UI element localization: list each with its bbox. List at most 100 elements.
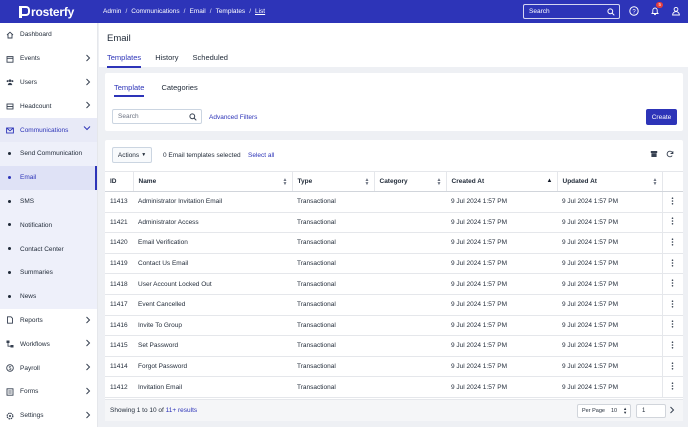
select-all-link[interactable]: Select all <box>248 152 275 159</box>
sidebar-item-headcount[interactable]: Headcount <box>0 94 97 118</box>
table-row[interactable]: 11412 Invitation Email Transactional 9 Jul … <box>105 376 683 398</box>
cell-type: Transactional <box>292 294 374 316</box>
sidebar-subitem-news[interactable]: News <box>0 284 97 309</box>
sidebar-item-settings[interactable]: Settings <box>0 404 97 427</box>
breadcrumb-communications[interactable]: Communications <box>131 8 180 15</box>
tab-scheduled[interactable]: Scheduled <box>192 53 228 62</box>
sidebar-item-payroll[interactable]: $ Payroll <box>0 356 97 380</box>
cell-created-at: 9 Jul 2024 1:57 PM <box>446 335 557 357</box>
logo[interactable]: rosterfy <box>19 5 103 19</box>
cell-name: Event Cancelled <box>133 294 292 316</box>
sort-icon[interactable]: ▲ ▼ <box>282 177 288 187</box>
breadcrumb-list[interactable]: List <box>255 8 266 15</box>
cell-created-at: 9 Jul 2024 1:57 PM <box>446 253 557 275</box>
column-header-category[interactable]: Category ▲ ▼ <box>374 171 447 192</box>
table-footer: Showing 1 to 10 of 11+ results Per Page … <box>105 399 683 421</box>
per-page-value: 10 <box>610 408 618 414</box>
row-menu-icon[interactable] <box>661 253 683 275</box>
table-row[interactable]: 11417 Event Cancelled Transactional 9 Jul 2… <box>105 294 683 316</box>
search-icon[interactable] <box>607 8 615 18</box>
sidebar-item-users[interactable]: Users <box>0 71 97 95</box>
sort-ascending-icon[interactable]: ▲ <box>546 178 553 184</box>
sidebar-subitem-notification[interactable]: Notification <box>0 213 97 238</box>
cell-id: 11420 <box>105 232 133 254</box>
row-menu-icon[interactable] <box>661 356 683 378</box>
column-header-type[interactable]: Type ▲ ▼ <box>292 171 375 192</box>
global-search-input[interactable]: Search <box>523 4 620 19</box>
subtab-categories[interactable]: Categories <box>161 83 198 92</box>
cell-name: User Account Locked Out <box>133 273 292 295</box>
column-header-name[interactable]: Name ▲ ▼ <box>133 171 293 192</box>
sort-icon[interactable]: ▲ ▼ <box>364 177 370 187</box>
template-search-input[interactable]: Search <box>112 109 202 124</box>
sidebar-item-workflows[interactable]: Workflows <box>0 332 97 356</box>
create-button[interactable]: Create <box>646 109 677 125</box>
subtab-template[interactable]: Template <box>114 83 145 97</box>
sidebar-item-dashboard[interactable]: Dashboard <box>0 23 97 47</box>
tab-history[interactable]: History <box>155 53 179 62</box>
breadcrumb-templates[interactable]: Templates <box>215 8 246 15</box>
table-row[interactable]: 11414 Forgot Password Transactional 9 Jul 2… <box>105 356 683 378</box>
table-row[interactable]: 11420 Email Verification Transactional 9 Ju… <box>105 232 683 254</box>
row-menu-icon[interactable] <box>661 191 683 213</box>
sidebar-subitem-contact-center[interactable]: Contact Center <box>0 237 97 261</box>
sidebar-item-reports[interactable]: Reports <box>0 309 97 333</box>
archive-icon[interactable] <box>650 150 658 160</box>
bell-icon[interactable]: 5 <box>649 2 663 17</box>
sort-icon[interactable]: ▲ ▼ <box>652 177 658 187</box>
cell-category <box>374 232 446 254</box>
row-menu-icon[interactable] <box>661 376 683 398</box>
sidebar-item-events[interactable]: Events <box>0 47 97 71</box>
table-row[interactable]: 11413 Administrator Invitation Email Trans… <box>105 191 683 213</box>
next-page-icon[interactable] <box>669 406 675 416</box>
row-menu-icon[interactable] <box>661 294 683 316</box>
row-menu-icon[interactable] <box>661 232 683 254</box>
cell-created-at: 9 Jul 2024 1:57 PM <box>446 191 557 213</box>
cell-category <box>374 294 446 316</box>
cell-created-at: 9 Jul 2024 1:57 PM <box>446 212 557 234</box>
sidebar-subitem-sms[interactable]: SMS <box>0 189 97 214</box>
sidebar-item-label: Communications <box>20 126 69 134</box>
table-row[interactable]: 11418 User Account Locked Out Transactiona… <box>105 273 683 295</box>
sidebar-subitem-send-communication[interactable]: Send Communication <box>0 141 97 166</box>
cell-name: Invitation Email <box>133 376 292 398</box>
column-header-updated-at[interactable]: Updated At ▲ ▼ <box>557 171 663 192</box>
breadcrumb-separator: / <box>209 8 212 15</box>
page-number-input[interactable]: 1 <box>636 404 666 418</box>
results-count-link[interactable]: 11+ results <box>165 407 198 414</box>
sidebar-item-forms[interactable]: Forms <box>0 380 97 404</box>
cell-name: Administrator Access <box>133 212 292 234</box>
cell-category <box>374 273 446 295</box>
advanced-filters-link[interactable]: Advanced Filters <box>209 114 258 121</box>
sort-icon[interactable]: ▲ ▼ <box>436 177 442 187</box>
user-icon[interactable] <box>670 5 682 17</box>
users-icon <box>6 78 14 86</box>
cell-type: Transactional <box>292 253 374 275</box>
breadcrumb-admin[interactable]: Admin <box>103 8 122 15</box>
cell-name: Set Password <box>133 335 292 357</box>
tab-templates[interactable]: Templates <box>107 53 142 68</box>
table-row[interactable]: 11416 Invite To Group Transactional 9 Jul 2… <box>105 315 683 337</box>
per-page-select[interactable]: Per Page 10 ▲ ▼ <box>577 404 631 418</box>
sidebar-subitem-email[interactable]: Email <box>0 165 97 190</box>
row-menu-icon[interactable] <box>661 212 683 234</box>
sidebar-subitem-summaries[interactable]: Summaries <box>0 260 97 285</box>
actions-dropdown-button[interactable]: Actions ▼ <box>112 147 152 163</box>
breadcrumb-email[interactable]: Email <box>189 8 206 15</box>
chevron-right-icon <box>85 411 91 421</box>
column-header-id[interactable]: ID <box>105 171 134 192</box>
table-row[interactable]: 11421 Administrator Access Transactional 9 … <box>105 212 683 234</box>
caret-down-icon: ▼ <box>141 152 147 158</box>
table-row[interactable]: 11415 Set Password Transactional 9 Jul 2024… <box>105 335 683 357</box>
table-row[interactable]: 11419 Contact Us Email Transactional 9 Jul … <box>105 253 683 275</box>
row-menu-icon[interactable] <box>661 315 683 337</box>
search-icon[interactable] <box>189 113 197 123</box>
help-icon[interactable]: ? <box>628 5 640 17</box>
row-menu-icon[interactable] <box>661 335 683 357</box>
column-header-created-at[interactable]: Created At ▲ <box>446 171 558 192</box>
column-header-label: Type <box>297 178 313 185</box>
refresh-icon[interactable] <box>666 150 674 160</box>
row-menu-icon[interactable] <box>661 273 683 295</box>
sidebar-item-communications[interactable]: Communications <box>0 118 97 142</box>
cell-id: 11421 <box>105 212 133 234</box>
